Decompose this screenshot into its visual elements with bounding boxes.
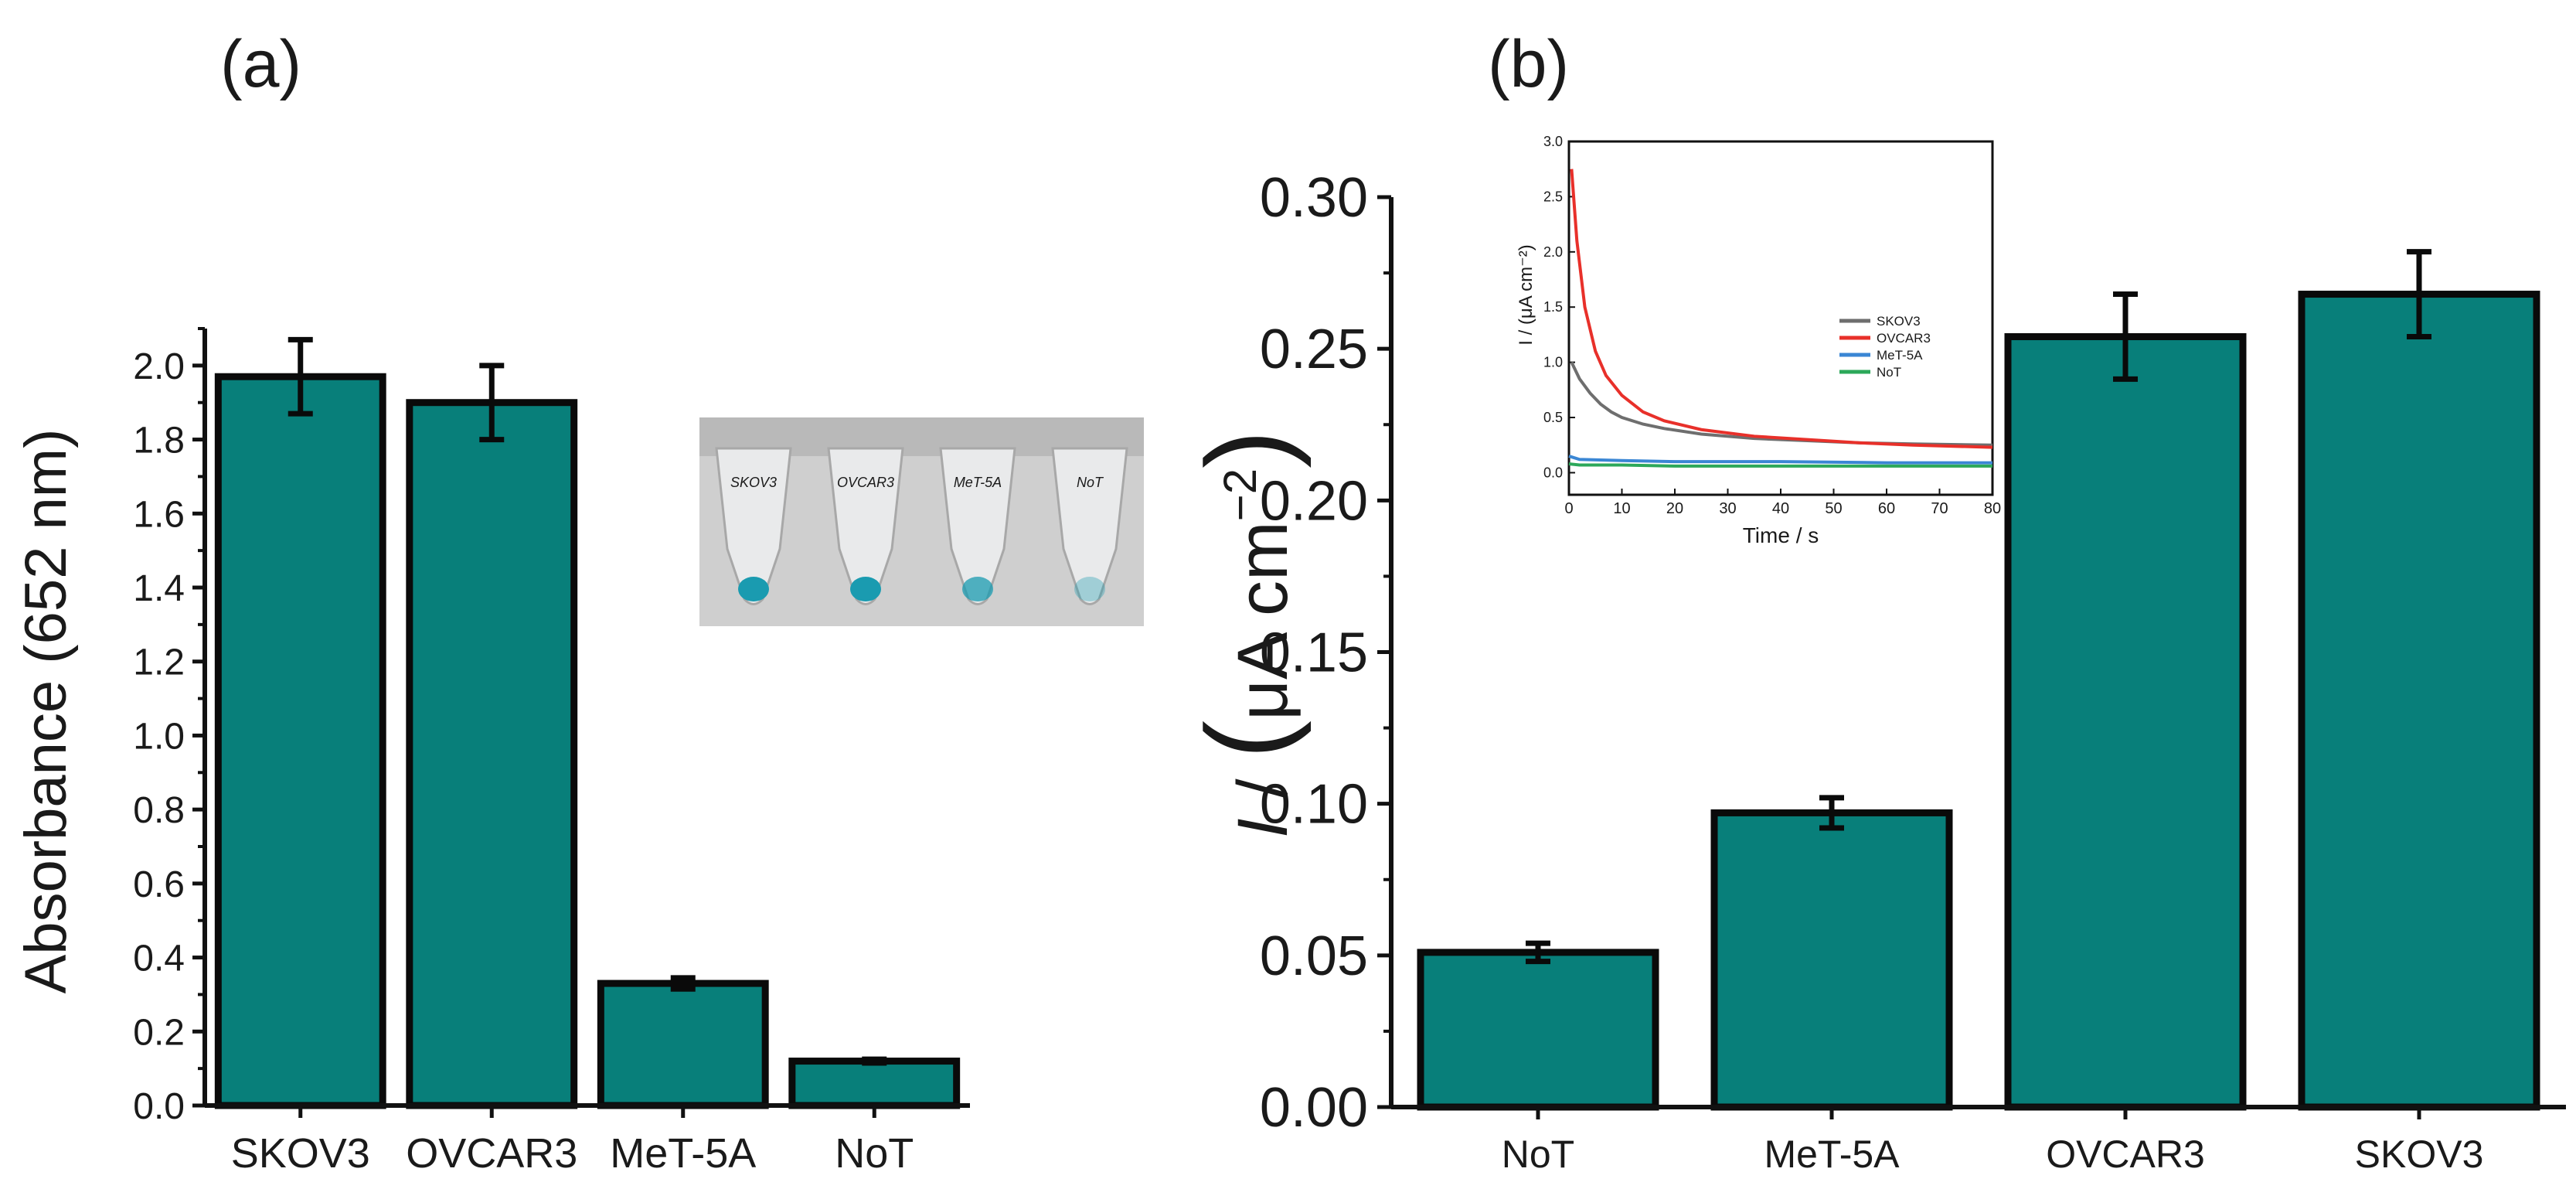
- tube-label: OVCAR3: [837, 475, 894, 490]
- bar-met-5a: [597, 979, 769, 1109]
- x-tick-label-not: NoT: [1502, 1133, 1574, 1176]
- panel-a-bar-chart: SKOV3 OVCAR3 MeT-5A NoT 0.0 0.2 0.4 0.6 0.8 1.0 1.…: [13, 327, 1144, 1177]
- x-tick-label-ovcar3: OVCAR3: [2046, 1133, 2205, 1176]
- tube: [715, 447, 792, 605]
- inset-y-axis-label: I / (μA cm⁻²): [1516, 244, 1536, 346]
- y-tick-label: 1.0: [133, 716, 185, 757]
- tube-liquid: [850, 577, 881, 601]
- inset-x-tick-label: 10: [1613, 500, 1630, 517]
- inset-y-tick-label: 3.0: [1543, 134, 1563, 149]
- inset-y-tick-label: 2.0: [1543, 244, 1563, 260]
- x-tick-label-met-5a: MeT-5A: [1764, 1133, 1900, 1176]
- inset-x-tick-label: 60: [1878, 500, 1895, 517]
- inset-x-tick-label: 80: [1984, 500, 2001, 517]
- panel-b-y-axis-symbol: I: [1223, 818, 1302, 838]
- panel-b-y-axis-exponent: −2: [1214, 468, 1266, 521]
- panel-b-bars: [1417, 249, 2540, 1111]
- panel-b-y-axis-paren-open: (: [1182, 721, 1312, 759]
- x-tick-label-skov3: SKOV3: [2355, 1133, 2484, 1176]
- y-tick-label: 2.0: [133, 346, 185, 387]
- y-tick-label: 0.25: [1260, 319, 1368, 380]
- tube-label: NoT: [1077, 475, 1104, 490]
- y-tick-label: 0.6: [133, 864, 185, 905]
- y-tick-label: 0.4: [133, 939, 185, 979]
- bar-ovcar3: [2004, 332, 2247, 1111]
- tube: [1051, 447, 1128, 605]
- x-tick-label-met-5a: MeT-5A: [610, 1130, 756, 1177]
- y-tick-label: 1.6: [133, 494, 185, 535]
- panel-a-label: (a): [220, 27, 301, 101]
- inset-y-tick-label: 2.5: [1543, 189, 1563, 204]
- tube-photo-inset: SKOV3 OVCAR3 MeT-5A NoT: [699, 417, 1144, 626]
- inset-x-axis-label: Time / s: [1743, 523, 1819, 547]
- x-tick-label-ovcar3: OVCAR3: [406, 1130, 577, 1177]
- tube-label: SKOV3: [730, 475, 777, 490]
- inset-legend-label: OVCAR3: [1877, 331, 1931, 346]
- y-tick-label: 0.15: [1260, 622, 1368, 684]
- panel-a-y-axis-label: Absorbance (652 nm): [13, 429, 79, 994]
- inset-y-tick-label: 1.0: [1543, 355, 1563, 370]
- bar-skov3: [2298, 291, 2540, 1111]
- inset-x-tick-label: 50: [1825, 500, 1842, 517]
- y-tick-label: 1.8: [133, 421, 185, 462]
- x-tick-label-skov3: SKOV3: [231, 1130, 370, 1177]
- panel-b-label: (b): [1488, 27, 1569, 101]
- panel-b-y-axis-unit: μA cm: [1223, 521, 1302, 721]
- bar-skov3: [214, 373, 386, 1109]
- panel-b-y-axis-paren-close: ): [1182, 430, 1312, 468]
- panel-b-bar-chart: NoT MeT-5A OVCAR3 SKOV30.000.050.100.150.20…: [1182, 134, 2566, 1176]
- inset-y-tick-label: 0.0: [1543, 465, 1563, 480]
- inset-series-ovcar3: [1570, 169, 1993, 449]
- y-tick-label: 0.2: [133, 1012, 185, 1053]
- tube-liquid: [962, 577, 993, 601]
- y-tick-label: 0.30: [1260, 167, 1368, 229]
- tube-liquid: [738, 577, 769, 601]
- tube: [939, 447, 1016, 605]
- tube-label: MeT-5A: [954, 475, 1002, 490]
- y-tick-label: 0.05: [1260, 925, 1368, 987]
- x-tick-label-not: NoT: [835, 1130, 914, 1177]
- bar-ovcar3: [406, 399, 578, 1109]
- inset-x-tick-label: 0: [1564, 500, 1573, 517]
- tube: [827, 447, 904, 605]
- y-tick-label: 0.0: [133, 1086, 185, 1127]
- panel-a-axes: [202, 329, 970, 1108]
- bar-not: [1417, 949, 1659, 1111]
- inset-y-tick-label: 0.5: [1543, 410, 1563, 425]
- y-tick-label: 0.00: [1260, 1077, 1368, 1139]
- bar-met-5a: [1710, 809, 1953, 1111]
- bar-not: [788, 1058, 961, 1109]
- inset-x-tick-label: 20: [1666, 500, 1683, 517]
- inset-series-not: [1568, 462, 1992, 468]
- panel-b-ticks: NoT MeT-5A OVCAR3 SKOV30.000.050.100.150.20…: [1260, 167, 2484, 1176]
- inset-legend-label: SKOV3: [1877, 314, 1921, 329]
- inset-x-tick-label: 40: [1772, 500, 1789, 517]
- panel-a-ticks: SKOV3 OVCAR3 MeT-5A NoT 0.0 0.2 0.4 0.6 0.8 1.0 1.…: [133, 327, 914, 1177]
- amperometry-inset-chart: 0 10 20 30 40 50 60 70 80 0.0 0.5 1.0 1.5 2.0 2.5 3.0 Ti…: [1516, 134, 2001, 547]
- y-tick-label: 1.4: [133, 568, 185, 609]
- panel-b-y-axis-slash: /: [1223, 759, 1302, 819]
- y-tick-label: 0.10: [1260, 774, 1368, 836]
- inset-y-tick-label: 1.5: [1543, 299, 1563, 315]
- y-tick-label: 0.20: [1260, 470, 1368, 532]
- inset-frame: [1567, 140, 1994, 496]
- panel-a-bars: [214, 336, 961, 1109]
- panel-b-y-axis-label: I / (μA cm−2): [1182, 430, 1312, 838]
- y-tick-label: 0.8: [133, 790, 185, 831]
- inset-series-met-5a: [1568, 455, 1992, 465]
- y-tick-label: 1.2: [133, 642, 185, 683]
- inset-x-tick-label: 70: [1931, 500, 1948, 517]
- inset-legend-label: NoT: [1877, 365, 1901, 380]
- tube-liquid: [1074, 577, 1105, 601]
- inset-x-tick-label: 30: [1719, 500, 1736, 517]
- inset-legend-label: MeT-5A: [1877, 348, 1923, 363]
